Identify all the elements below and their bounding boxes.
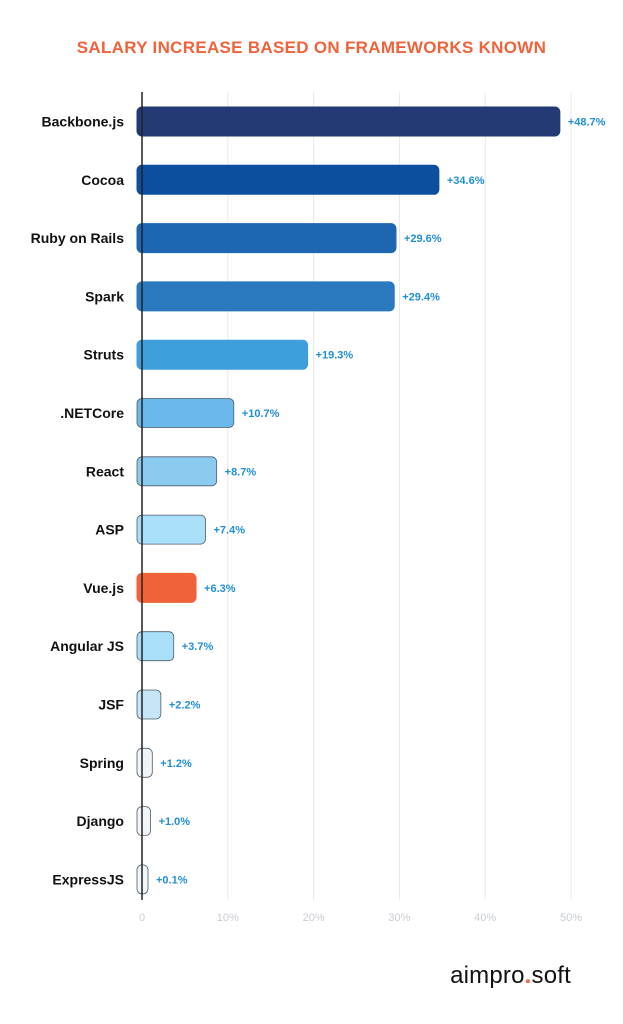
bar [136, 456, 218, 487]
category-label: React [86, 463, 124, 479]
category-label: JSF [98, 697, 124, 713]
bar [136, 398, 235, 428]
bar [136, 339, 309, 370]
value-label: +34.6% [447, 175, 485, 187]
category-label: .NETCore [60, 405, 124, 421]
category-label: ExpressJS [52, 871, 124, 887]
category-label: Vue.js [83, 580, 124, 596]
category-label: Ruby on Rails [31, 230, 125, 246]
bar [136, 281, 395, 312]
category-label: Django [77, 813, 124, 829]
bar [136, 572, 197, 603]
category-label: Angular JS [50, 638, 124, 654]
x-tick-label: 30% [388, 912, 410, 924]
value-label: +1.2% [160, 758, 192, 770]
value-label: +10.7% [242, 408, 280, 420]
value-label: +2.2% [169, 700, 201, 712]
logo-text-right: soft [531, 962, 571, 989]
value-label: +29.4% [402, 291, 440, 303]
category-label: ASP [95, 522, 124, 538]
bar [136, 631, 175, 662]
value-label: +0.1% [156, 874, 188, 886]
x-tick-label: 40% [474, 912, 496, 924]
bar [136, 514, 206, 545]
category-label: Spring [80, 755, 124, 771]
bar [136, 689, 162, 720]
chart-title: SALARY INCREASE BASED ON FRAMEWORKS KNOW… [76, 38, 547, 57]
x-tick-label: 10% [217, 912, 239, 924]
x-tick-label: 20% [303, 912, 325, 924]
value-label: +3.7% [182, 641, 214, 653]
category-label: Struts [84, 347, 125, 363]
category-label: Spark [85, 288, 124, 304]
category-label: Cocoa [81, 172, 124, 188]
logo-text-left: aimpro [450, 962, 525, 989]
bar [136, 223, 397, 254]
bar [136, 806, 151, 836]
x-tick-label: 50% [560, 912, 582, 924]
aimprosoft-logo: aimpro.soft [450, 962, 571, 990]
bar [136, 747, 153, 778]
x-tick-label: 0 [139, 912, 145, 924]
value-label: +7.4% [213, 525, 245, 537]
bar [136, 106, 561, 137]
value-label: +1.0% [159, 816, 191, 828]
value-label: +19.3% [316, 350, 354, 362]
value-label: +6.3% [204, 583, 236, 595]
value-label: +8.7% [225, 466, 257, 478]
value-label: +29.6% [404, 233, 442, 245]
category-label: Backbone.js [42, 114, 125, 130]
value-label: +48.7% [568, 117, 606, 129]
bar [136, 164, 440, 195]
logo-dot: . [524, 962, 532, 989]
